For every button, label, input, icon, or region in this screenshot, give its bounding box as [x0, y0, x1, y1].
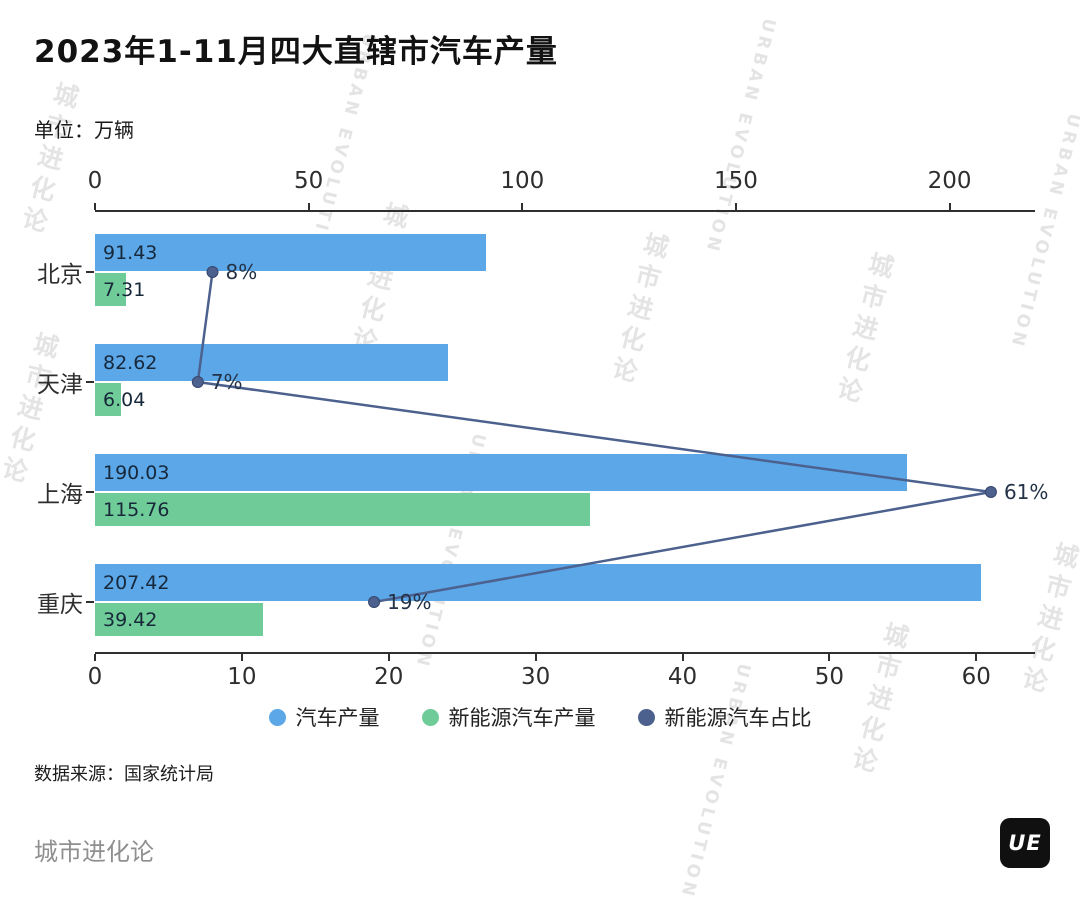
bottom-axis-tick-label: 50	[814, 664, 845, 690]
bottom-axis-tick-label: 60	[961, 664, 991, 690]
bottom-axis-tick-label: 20	[374, 664, 404, 690]
category-tick	[86, 381, 94, 383]
legend-label: 新能源汽车占比	[664, 706, 812, 730]
chart-plot-area: 0 50 100 150 200 0 10 20 30 40 50 60 北京天津上海重庆 91.43 7.…	[37, 168, 1048, 690]
unit-label: 单位：万辆	[34, 118, 134, 142]
bottom-axis-tick	[387, 654, 390, 661]
watermark-text: URBAN EVOLUTION	[675, 661, 755, 900]
nev-production-bar	[95, 273, 127, 306]
brand-logo: UE	[1000, 818, 1050, 868]
chart-legend: 汽车产量 新能源汽车产量 新能源汽车占比	[0, 702, 1080, 732]
top-axis-tick	[734, 203, 737, 210]
category-label: 北京	[37, 262, 83, 288]
category-label: 天津	[37, 372, 83, 398]
bottom-axis-tick	[975, 654, 978, 661]
legend-swatch	[637, 708, 655, 726]
legend-item: 新能源汽车占比	[637, 702, 812, 732]
bottom-axis-tick	[828, 654, 831, 661]
top-axis-tick-label: 200	[927, 168, 972, 194]
auto-production-bar	[95, 454, 907, 491]
top-axis-tick-label: 100	[500, 168, 545, 194]
top-axis-tick-label: 50	[293, 168, 324, 194]
legend-item: 汽车产量	[268, 702, 380, 732]
top-axis-tick	[521, 203, 524, 210]
nev-production-value-label: 39.42	[103, 608, 158, 631]
nev-share-point	[368, 596, 381, 608]
page-title: 2023年1-11月四大直辖市汽车产量	[34, 34, 558, 70]
legend-label: 汽车产量	[295, 706, 380, 730]
nev-production-value-label: 7.31	[103, 278, 146, 301]
watermark-text: 城市进化论	[15, 78, 82, 242]
nev-share-value-label: 19%	[387, 590, 432, 614]
legend-item: 新能源汽车产量	[421, 702, 596, 732]
top-axis-tick	[94, 203, 96, 210]
auto-production-value-label: 82.62	[103, 351, 158, 374]
source-label: 数据来源：国家统计局	[34, 764, 214, 785]
auto-production-value-label: 207.42	[103, 571, 170, 594]
top-axis-tick-label: 150	[713, 168, 758, 194]
bottom-axis-tick	[534, 654, 537, 661]
auto-production-bar	[95, 234, 486, 271]
nev-production-bar	[95, 383, 121, 416]
nev-share-value-label: 61%	[1003, 480, 1049, 504]
top-axis-tick	[307, 203, 310, 210]
nev-share-point	[206, 266, 219, 278]
footer-brand: 城市进化论	[34, 838, 154, 866]
nev-share-value-label: 7%	[210, 370, 243, 394]
watermark-text: 城市进化论	[0, 328, 62, 492]
category-tick	[86, 491, 94, 493]
category-tick	[86, 601, 94, 603]
nev-share-line	[196, 271, 992, 604]
bottom-axis-tick	[94, 654, 96, 661]
bottom-axis-tick-label: 30	[520, 664, 551, 690]
nev-share-point	[984, 486, 997, 498]
nev-production-bar	[95, 603, 264, 636]
bottom-axis-tick-label: 0	[87, 664, 103, 690]
bottom-axis-tick	[240, 654, 243, 661]
top-axis-tick	[948, 203, 951, 210]
bottom-axis-tick-label: 10	[227, 664, 257, 690]
nev-production-value-label: 115.76	[103, 498, 170, 521]
category-label: 重庆	[37, 592, 83, 618]
nev-share-value-label: 8%	[225, 260, 258, 284]
auto-production-bar	[95, 564, 982, 601]
legend-swatch	[421, 708, 439, 726]
auto-production-value-label: 91.43	[103, 241, 158, 264]
nev-production-value-label: 6.04	[103, 388, 146, 411]
nev-production-bar	[95, 493, 590, 526]
category-tick	[86, 271, 94, 273]
nev-share-line-chart	[191, 266, 997, 608]
category-label: 上海	[37, 482, 83, 508]
bottom-axis-tick	[681, 654, 684, 661]
bottom-axis-tick-label: 40	[667, 664, 698, 690]
top-axis-tick-label: 0	[87, 168, 103, 194]
auto-production-value-label: 190.03	[103, 461, 170, 484]
legend-label: 新能源汽车产量	[448, 706, 596, 730]
legend-swatch	[268, 708, 286, 726]
nev-share-point	[191, 376, 204, 388]
auto-production-bar	[95, 344, 448, 381]
